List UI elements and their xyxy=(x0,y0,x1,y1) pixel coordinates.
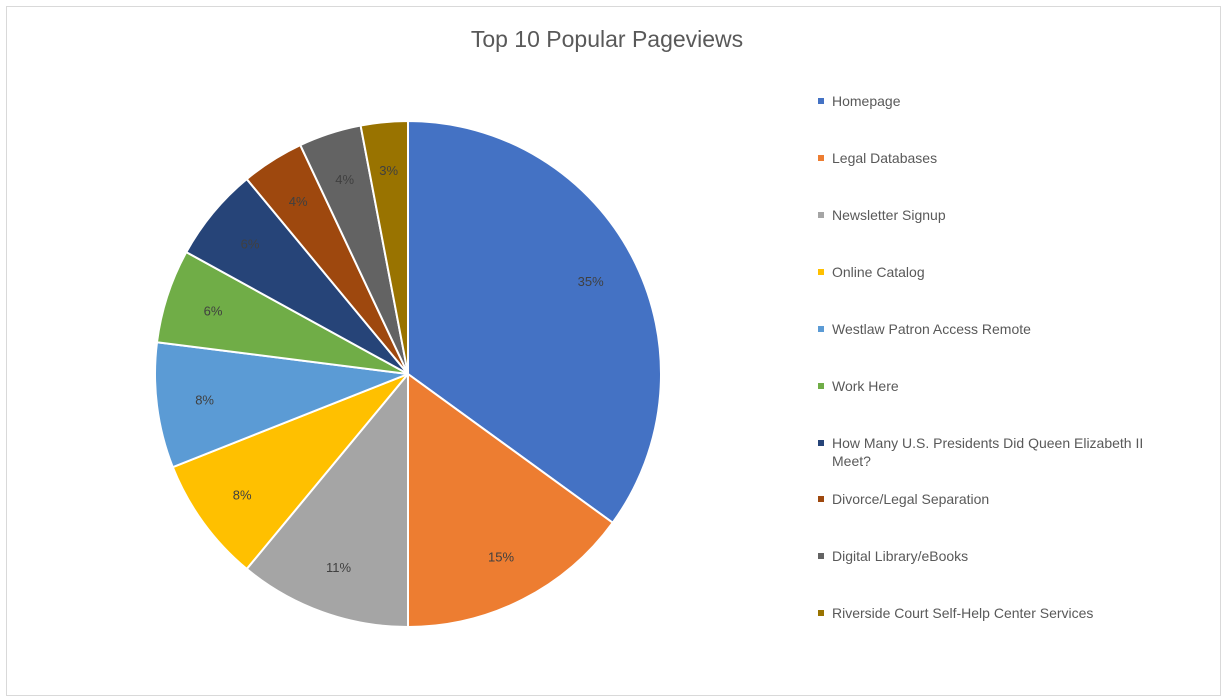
legend-item: Online Catalog xyxy=(818,263,1208,281)
legend-item: Newsletter Signup xyxy=(818,206,1208,224)
legend-label: Legal Databases xyxy=(832,150,938,166)
legend-swatch xyxy=(818,553,824,559)
legend-label: Divorce/Legal Separation xyxy=(832,491,990,507)
pie-slice-10 xyxy=(359,119,409,375)
legend-label: Online Catalog xyxy=(832,264,925,280)
legend-swatch xyxy=(818,383,824,389)
pie-slice-5 xyxy=(154,341,409,469)
legend-item: Legal Databases xyxy=(818,149,1208,167)
legend-swatch xyxy=(818,326,824,332)
pie-slice-4 xyxy=(171,373,409,571)
pie-data-label: 6% xyxy=(204,304,223,319)
pie-data-label: 11% xyxy=(326,560,351,575)
pie-slice-2 xyxy=(407,372,615,629)
legend-item: Digital Library/eBooks xyxy=(818,547,1208,565)
legend-swatch xyxy=(818,496,824,502)
legend-swatch xyxy=(818,155,824,161)
legend-item: Work Here xyxy=(818,377,1208,395)
pie-data-label: 3% xyxy=(379,163,398,178)
legend-swatch xyxy=(818,269,824,275)
legend-label: How Many U.S. Presidents Did Queen Eliza… xyxy=(832,435,1144,469)
legend-label: Newsletter Signup xyxy=(832,207,946,223)
pie-data-label: 4% xyxy=(289,194,308,209)
legend-swatch xyxy=(818,610,824,616)
legend-item: Homepage xyxy=(818,92,1208,110)
legend-swatch xyxy=(818,440,824,446)
pie-labels: 35% 15% 11% 8% 8% 6% 6% 4% 4% 3% xyxy=(195,163,604,575)
legend-label: Homepage xyxy=(832,93,901,109)
legend-label: Westlaw Patron Access Remote xyxy=(832,321,1031,337)
legend-swatch xyxy=(818,212,824,218)
legend-label: Riverside Court Self-Help Center Service… xyxy=(832,605,1094,621)
legend-item: Riverside Court Self-Help Center Service… xyxy=(818,604,1208,622)
legend-item: Divorce/Legal Separation xyxy=(818,490,1208,508)
pie-data-label: 35% xyxy=(578,274,604,289)
legend-item: How Many U.S. Presidents Did Queen Eliza… xyxy=(818,434,1208,470)
legend-label: Digital Library/eBooks xyxy=(832,548,969,564)
pie-slice-1 xyxy=(407,119,662,525)
pie-data-label: 4% xyxy=(335,172,354,187)
legend-item: Westlaw Patron Access Remote xyxy=(818,320,1208,338)
legend-label: Work Here xyxy=(832,378,899,394)
pie-data-label: 8% xyxy=(195,393,214,408)
pie-data-label: 8% xyxy=(233,487,252,502)
pie-data-label: 15% xyxy=(488,550,514,565)
pie-slice-3 xyxy=(245,371,409,629)
pie-data-label: 6% xyxy=(241,236,260,251)
legend-swatch xyxy=(818,98,824,104)
chart-title-text: Top 10 Popular Pageviews xyxy=(470,26,744,52)
pie-slices xyxy=(154,119,662,629)
